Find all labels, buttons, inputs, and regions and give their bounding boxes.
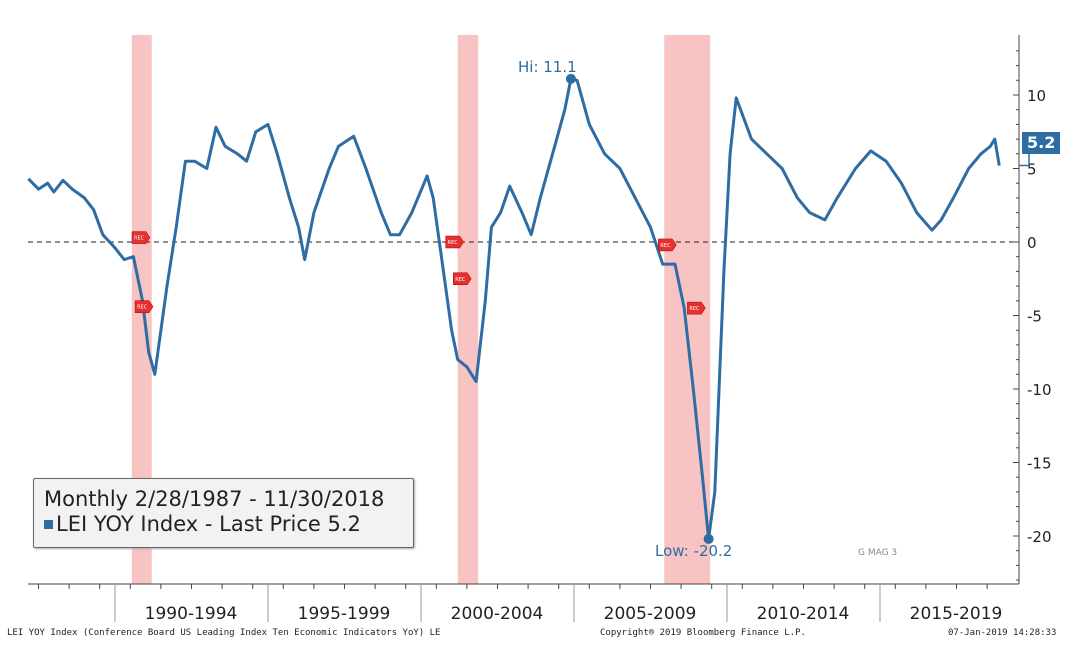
high-annotation: Hi: 11.1 bbox=[518, 58, 577, 76]
y-tick-label: 0 bbox=[1027, 234, 1037, 252]
rec-marker-icon bbox=[131, 231, 151, 244]
legend-title: Monthly 2/28/1987 - 11/30/2018 bbox=[44, 487, 385, 511]
rec-marker-label: REC bbox=[448, 240, 459, 246]
x-period-label: 2005-2009 bbox=[603, 604, 697, 624]
x-period-label: 2000-2004 bbox=[450, 604, 544, 624]
legend-last-value: 5.2 bbox=[327, 512, 361, 536]
y-tick-label: 10 bbox=[1027, 87, 1046, 105]
rec-marker-label: REC bbox=[689, 306, 700, 312]
rec-marker-icon bbox=[658, 238, 677, 252]
rec-marker-label: REC bbox=[134, 236, 145, 242]
footer-copyright: Copyright® 2019 Bloomberg Finance L.P. bbox=[600, 628, 806, 638]
footer-timestamp: 07-Jan-2019 14:28:33 bbox=[948, 628, 1057, 638]
rec-marker-icon bbox=[445, 235, 464, 249]
rec-marker-icon bbox=[687, 301, 706, 315]
rec-marker-label: REC bbox=[660, 243, 671, 249]
watermark: G MAG 3 bbox=[858, 548, 898, 558]
footer-left: LEI YOY Index (Conference Board US Leadi… bbox=[7, 628, 441, 638]
rec-marker-icon bbox=[134, 300, 154, 313]
x-period-label: 2015-2019 bbox=[909, 604, 1003, 624]
series-line bbox=[27, 77, 1001, 541]
x-period-label: 1995-1999 bbox=[297, 604, 391, 624]
x-period-label: 2010-2014 bbox=[756, 604, 850, 624]
y-tick-label: 5 bbox=[1027, 161, 1037, 179]
recession-band bbox=[457, 35, 479, 584]
y-tick-label: -10 bbox=[1027, 381, 1052, 399]
rec-marker-label: REC bbox=[137, 305, 148, 311]
y-tick-label: -15 bbox=[1027, 455, 1052, 473]
last-price-tag: 5.2 bbox=[1022, 132, 1061, 154]
x-period-label: 1990-1994 bbox=[144, 604, 238, 624]
rec-marker-icon bbox=[453, 272, 472, 285]
y-tick-label: -20 bbox=[1027, 528, 1052, 546]
legend: Monthly 2/28/1987 - 11/30/2018 LEI YOY I… bbox=[33, 478, 414, 548]
legend-swatch bbox=[44, 520, 53, 529]
legend-entry: LEI YOY Index - Last Price 5.2 bbox=[44, 512, 413, 537]
rec-marker-label: REC bbox=[455, 277, 466, 283]
high-point bbox=[565, 73, 576, 84]
y-tick-label: -5 bbox=[1027, 308, 1042, 326]
last-price-pointer bbox=[1019, 154, 1030, 167]
legend-series-label: LEI YOY Index - Last Price bbox=[56, 512, 321, 536]
low-annotation: Low: -20.2 bbox=[655, 542, 733, 560]
low-point bbox=[703, 533, 714, 544]
